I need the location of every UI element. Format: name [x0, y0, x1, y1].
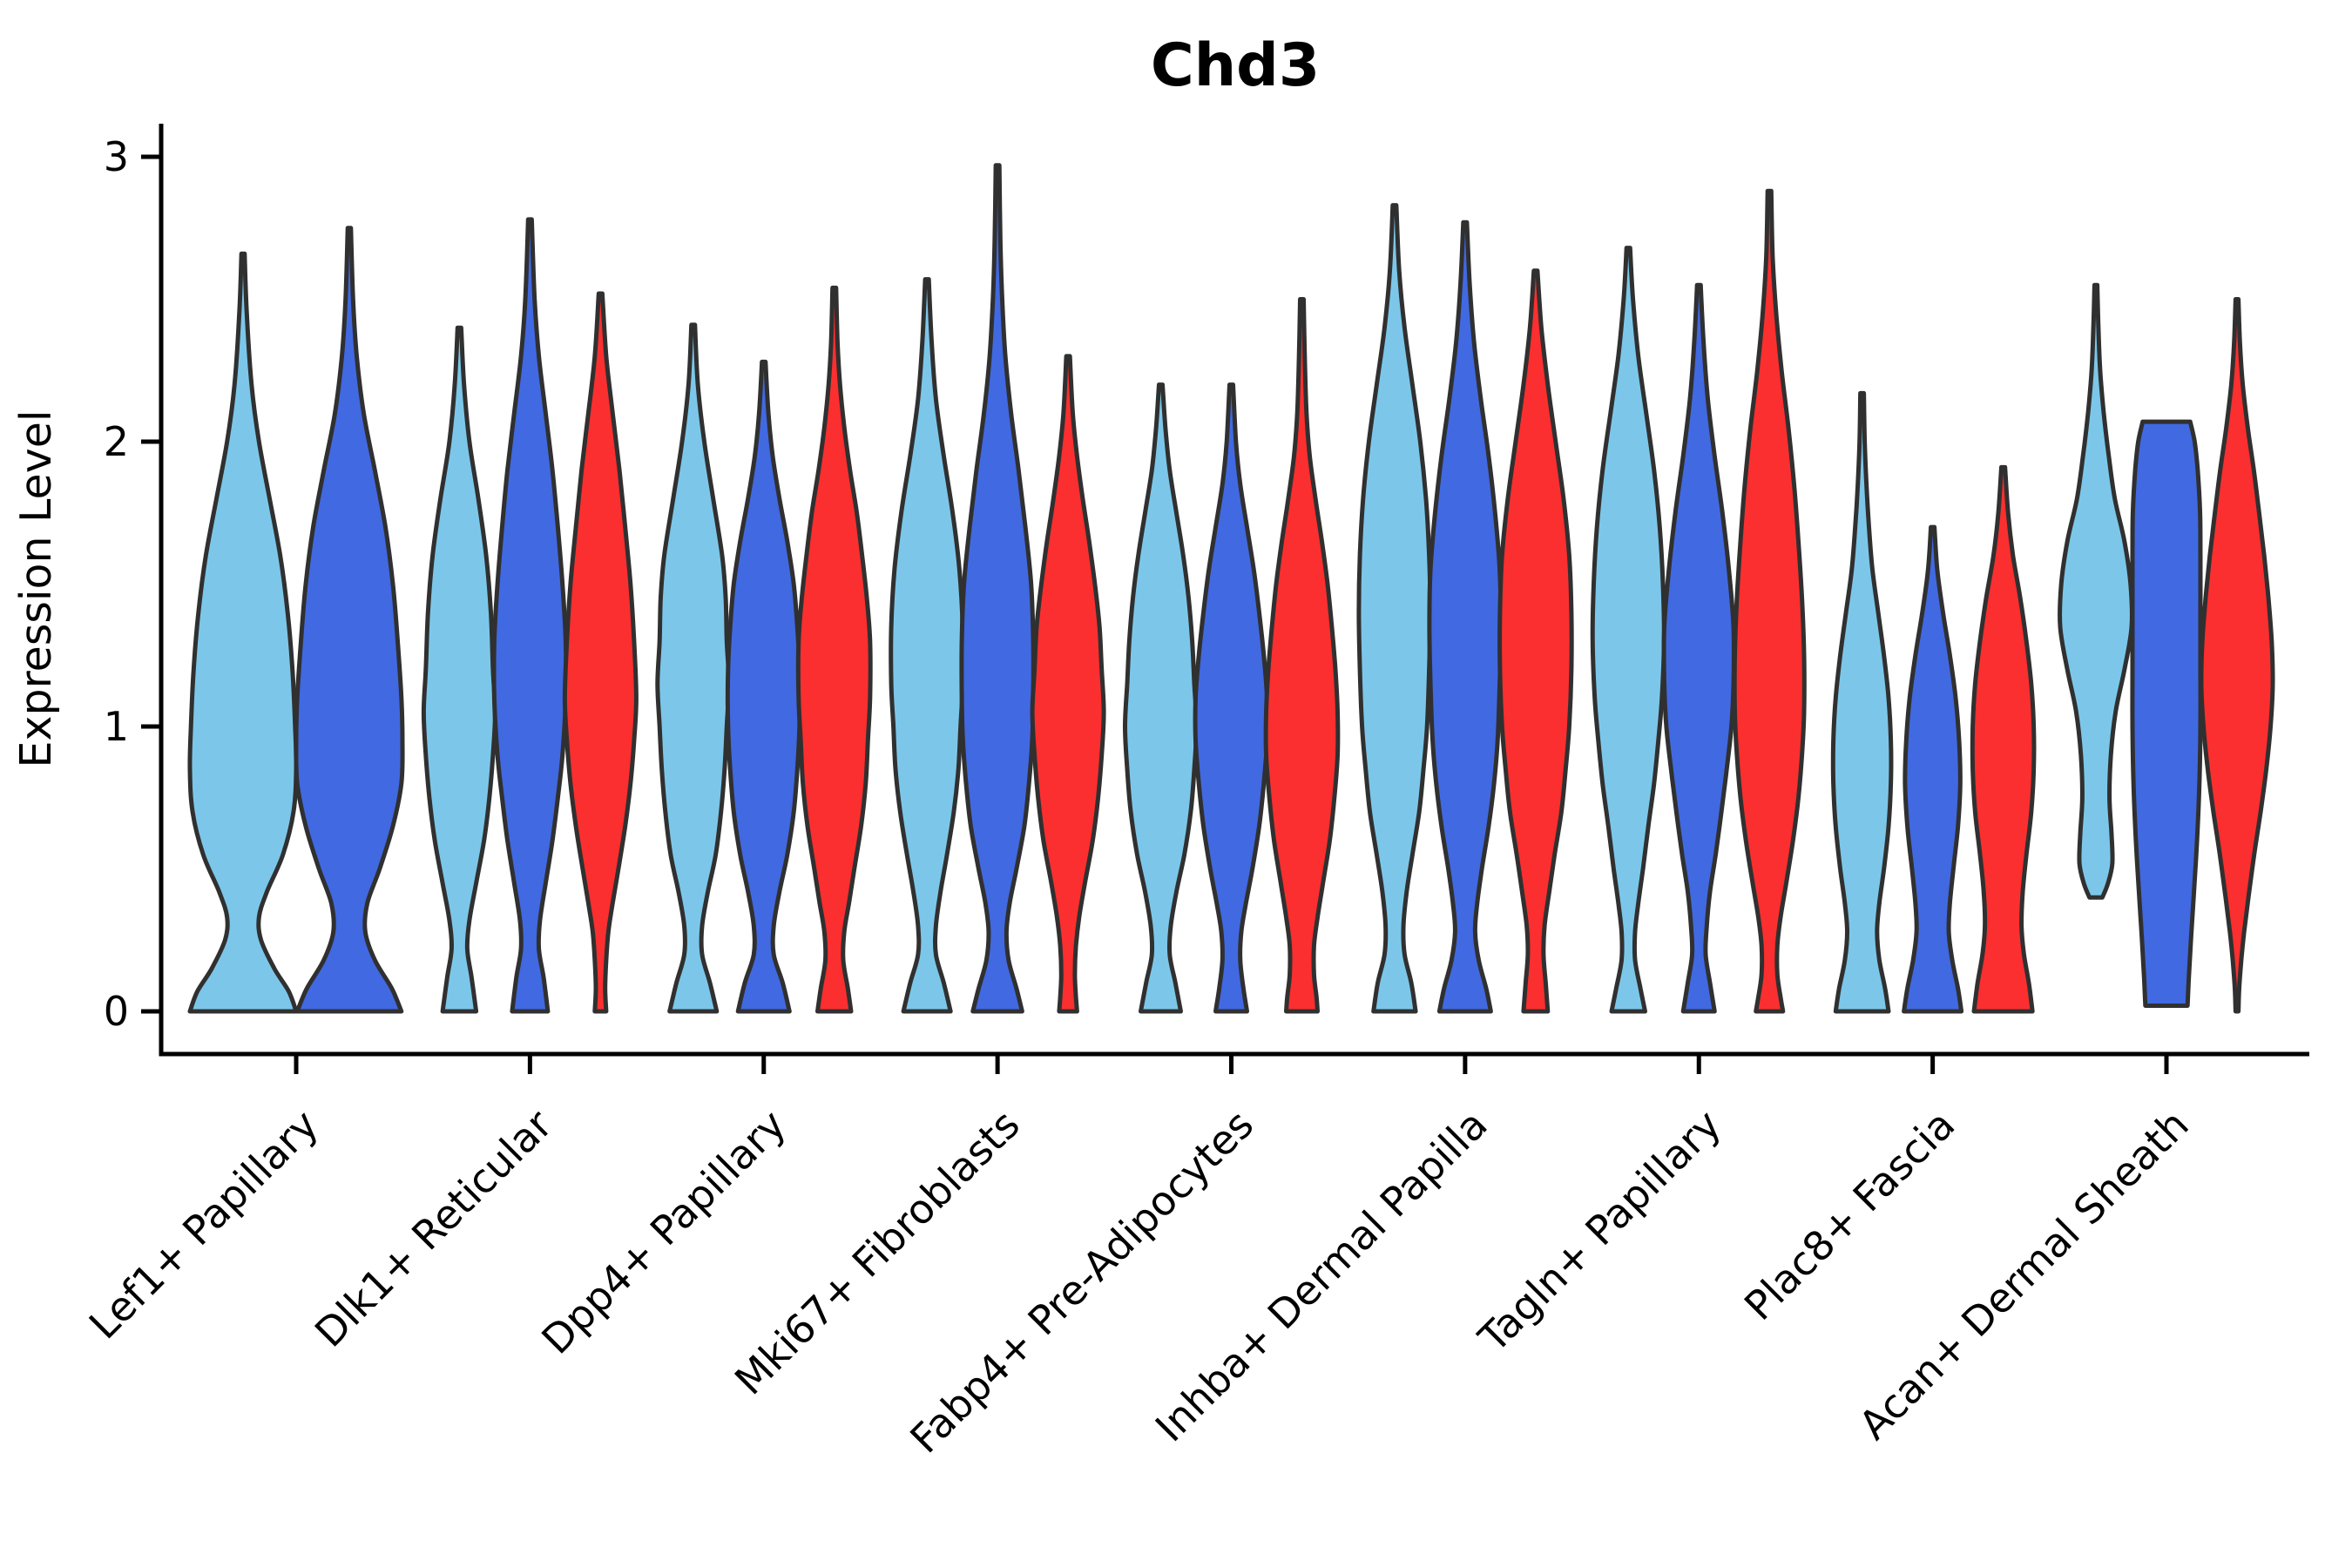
axis-spines — [159, 124, 2309, 1057]
violin-red — [1263, 297, 1341, 1014]
violin-skyblue — [889, 277, 965, 1014]
violin-skyblue — [1123, 382, 1199, 1014]
violin-skyblue — [421, 325, 497, 1014]
violin-red — [1030, 354, 1106, 1014]
y-tick-label: 0 — [104, 988, 129, 1035]
violin-red — [1970, 464, 2037, 1014]
violin-red — [795, 285, 873, 1014]
x-tick-label: Plac8+ Fascia — [1735, 1101, 1963, 1329]
violin-skyblue — [1830, 390, 1894, 1014]
violin-red — [1732, 188, 1807, 1014]
violin-royalblue — [1193, 382, 1270, 1014]
violin-royalblue — [725, 359, 802, 1014]
x-tick-label: Dlk1+ Reticular — [306, 1101, 561, 1356]
violin-skyblue — [187, 251, 299, 1014]
y-tick-label: 1 — [104, 703, 129, 750]
violin-skyblue — [2057, 282, 2135, 900]
violin-royalblue — [959, 163, 1036, 1014]
violin-royalblue — [294, 226, 405, 1014]
violin-royalblue — [1427, 220, 1504, 1014]
violin-skyblue — [1356, 203, 1433, 1014]
violin-red — [1497, 268, 1574, 1014]
violin-red — [562, 291, 639, 1014]
violin-royalblue — [1661, 282, 1737, 1014]
violin-red — [2199, 297, 2275, 1014]
violin-royalblue — [1902, 524, 1964, 1014]
chart-title: Chd3 — [1151, 31, 1320, 100]
y-tick-label: 2 — [104, 418, 129, 465]
violin-skyblue — [655, 322, 732, 1014]
violin-royalblue — [491, 217, 569, 1014]
violin-skyblue — [1590, 246, 1666, 1014]
x-tick-label: Dpp4+ Papillary — [532, 1101, 794, 1363]
violins-layer — [187, 163, 2275, 1014]
violin-royalblue — [2130, 419, 2203, 1008]
y-tick-label: 3 — [104, 133, 129, 180]
x-tick-label: Tagln+ Papillary — [1469, 1101, 1730, 1362]
y-axis-label: Expression Level — [11, 410, 61, 768]
x-tick-label: Lef1+ Papillary — [80, 1101, 328, 1348]
